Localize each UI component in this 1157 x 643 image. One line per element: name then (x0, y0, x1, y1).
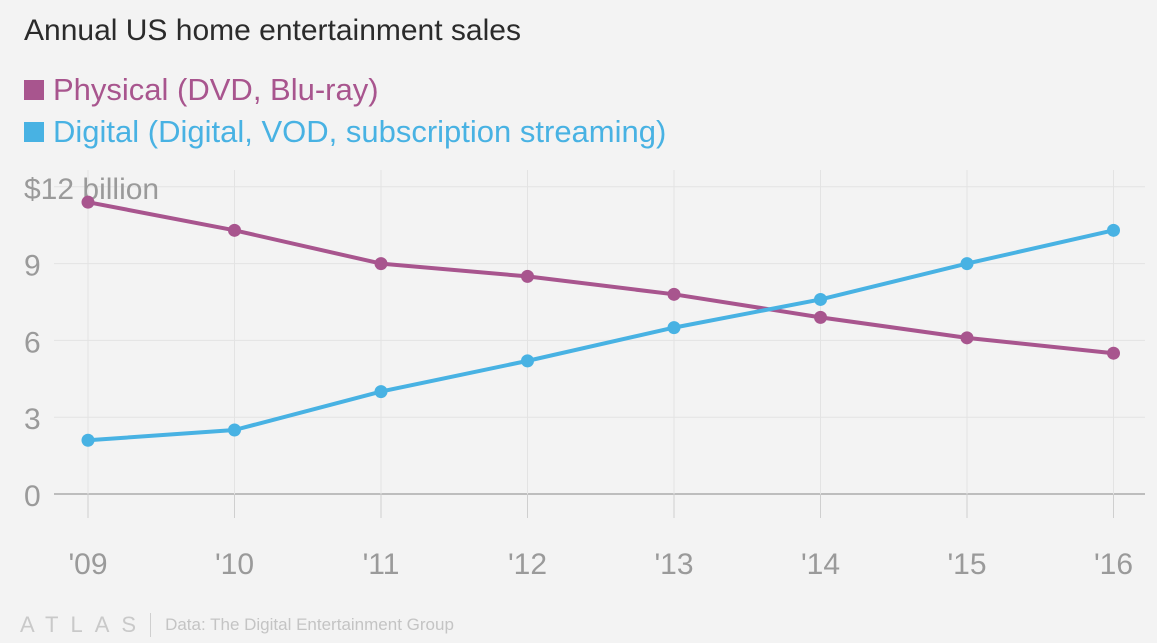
legend-swatch-physical (24, 80, 44, 100)
x-tick-label: '14 (801, 548, 840, 581)
series-line-digital (86, 228, 1116, 443)
source-note: Data: The Digital Entertainment Group (165, 615, 454, 634)
footer: ATLAS Data: The Digital Entertainment Gr… (20, 612, 454, 638)
data-point-physical (374, 257, 388, 271)
legend-label-physical: Physical (DVD, Blu-ray) (53, 72, 379, 107)
data-point-physical (667, 287, 681, 301)
data-point-digital (960, 257, 974, 271)
data-point-physical (81, 195, 95, 209)
data-point-digital (1107, 223, 1120, 237)
y-tick-label: 0 (24, 480, 41, 513)
data-point-physical (521, 269, 534, 283)
x-axis-ticks: '09 '10 '11 '12 '13 '14 '15 '16 (68, 548, 1133, 581)
data-point-physical (228, 223, 241, 237)
data-point-physical (960, 331, 974, 345)
y-tick-label: 3 (24, 403, 41, 436)
data-point-physical (814, 310, 827, 324)
x-tick-label: '11 (363, 548, 400, 581)
legend-item-digital: Digital (Digital, VOD, subscription stre… (24, 114, 666, 150)
x-tick-label: '13 (654, 548, 693, 581)
x-tick-label: '16 (1094, 548, 1133, 581)
x-tick-label: '15 (947, 548, 986, 581)
legend-item-physical: Physical (DVD, Blu-ray) (24, 72, 379, 108)
data-point-digital (374, 385, 388, 399)
legend-swatch-digital (24, 122, 44, 142)
data-point-digital (228, 423, 241, 437)
grid (54, 170, 1145, 518)
y-tick-label: 9 (24, 250, 41, 283)
data-point-physical (1107, 346, 1120, 360)
data-point-digital (81, 433, 95, 447)
x-tick-label: '09 (68, 548, 107, 581)
data-point-digital (814, 292, 827, 306)
x-tick-label: '12 (508, 548, 547, 581)
series-line-physical (86, 200, 1116, 356)
data-point-digital (667, 321, 681, 335)
y-tick-label: 6 (24, 326, 41, 359)
series (81, 195, 1120, 447)
data-point-digital (521, 354, 534, 368)
chart-title: Annual US home entertainment sales (24, 14, 521, 47)
legend-label-digital: Digital (Digital, VOD, subscription stre… (53, 114, 667, 149)
brand-logo: ATLAS (20, 612, 149, 637)
x-tick-label: '10 (215, 548, 254, 581)
footer-divider (150, 613, 152, 637)
